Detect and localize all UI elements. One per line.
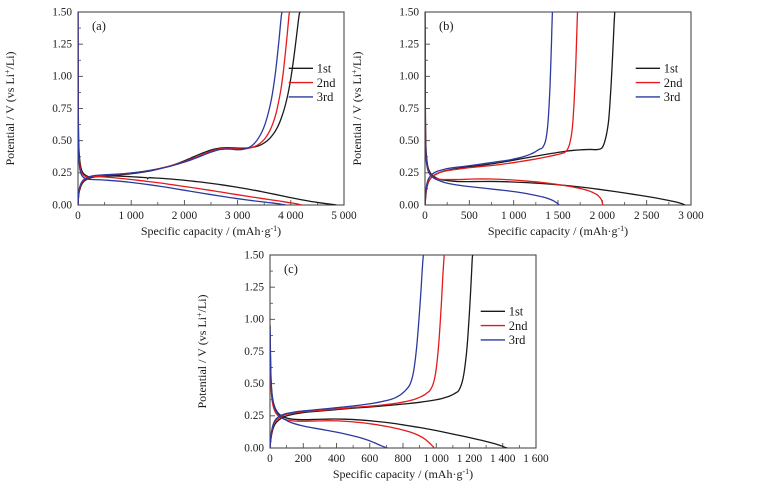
svg-text:0.50: 0.50 (399, 135, 419, 147)
svg-text:0.50: 0.50 (244, 378, 264, 390)
svg-text:1.25: 1.25 (52, 38, 72, 50)
svg-text:0.00: 0.00 (52, 199, 72, 211)
svg-text:(b): (b) (439, 19, 454, 33)
svg-text:1.00: 1.00 (52, 71, 72, 83)
svg-text:1 500: 1 500 (545, 210, 571, 222)
svg-text:Specific capacity / (mAh·g-1): Specific capacity / (mAh·g-1) (488, 224, 628, 239)
svg-text:2 000: 2 000 (172, 210, 198, 222)
svg-text:800: 800 (395, 453, 412, 465)
svg-text:500: 500 (461, 210, 478, 222)
svg-text:400: 400 (328, 453, 345, 465)
svg-text:1.50: 1.50 (52, 6, 72, 18)
svg-text:0.50: 0.50 (52, 135, 72, 147)
svg-text:0.00: 0.00 (244, 442, 264, 454)
svg-text:3 000: 3 000 (678, 210, 704, 222)
svg-text:0.00: 0.00 (399, 199, 419, 211)
svg-text:200: 200 (295, 453, 312, 465)
svg-text:0: 0 (422, 210, 428, 222)
svg-text:Potential / V (vs Li+/Li): Potential / V (vs Li+/Li) (350, 51, 365, 165)
svg-text:0: 0 (267, 453, 273, 465)
svg-text:1 000: 1 000 (118, 210, 144, 222)
svg-text:600: 600 (361, 453, 378, 465)
svg-text:0.25: 0.25 (399, 167, 419, 179)
svg-text:1 200: 1 200 (457, 453, 483, 465)
svg-text:0.25: 0.25 (52, 167, 72, 179)
svg-text:0.75: 0.75 (399, 103, 419, 115)
svg-text:1st: 1st (509, 305, 524, 319)
svg-text:0.75: 0.75 (52, 103, 72, 115)
svg-text:1.00: 1.00 (244, 314, 264, 326)
svg-text:2 500: 2 500 (634, 210, 660, 222)
svg-text:3rd: 3rd (664, 90, 681, 104)
svg-text:4 000: 4 000 (278, 210, 304, 222)
svg-text:1.50: 1.50 (399, 6, 419, 18)
svg-text:(c): (c) (284, 262, 298, 276)
svg-text:Potential / V (vs Li+/Li): Potential / V (vs Li+/Li) (3, 51, 18, 165)
svg-text:3 000: 3 000 (225, 210, 251, 222)
svg-text:1.25: 1.25 (399, 38, 419, 50)
svg-text:1.00: 1.00 (399, 71, 419, 83)
svg-text:(a): (a) (92, 19, 106, 33)
svg-text:1 000: 1 000 (501, 210, 527, 222)
svg-text:1st: 1st (317, 62, 332, 76)
svg-text:1 000: 1 000 (424, 453, 450, 465)
svg-text:1 400: 1 400 (490, 453, 516, 465)
svg-text:2nd: 2nd (509, 319, 529, 333)
svg-text:Specific capacity / (mAh·g-1): Specific capacity / (mAh·g-1) (333, 467, 473, 482)
svg-text:1 600: 1 600 (523, 453, 549, 465)
svg-text:Potential / V (vs Li+/Li): Potential / V (vs Li+/Li) (195, 294, 210, 408)
svg-text:3rd: 3rd (509, 333, 526, 347)
svg-text:0.25: 0.25 (244, 410, 264, 422)
svg-text:0: 0 (75, 210, 81, 222)
svg-text:Specific capacity / (mAh·g-1): Specific capacity / (mAh·g-1) (141, 224, 281, 239)
svg-text:2nd: 2nd (317, 76, 337, 90)
svg-text:1.50: 1.50 (244, 249, 264, 261)
svg-text:2 000: 2 000 (590, 210, 616, 222)
svg-text:1st: 1st (664, 62, 679, 76)
svg-text:3rd: 3rd (317, 90, 334, 104)
svg-text:1.25: 1.25 (244, 281, 264, 293)
svg-text:2nd: 2nd (664, 76, 684, 90)
svg-text:0.75: 0.75 (244, 346, 264, 358)
